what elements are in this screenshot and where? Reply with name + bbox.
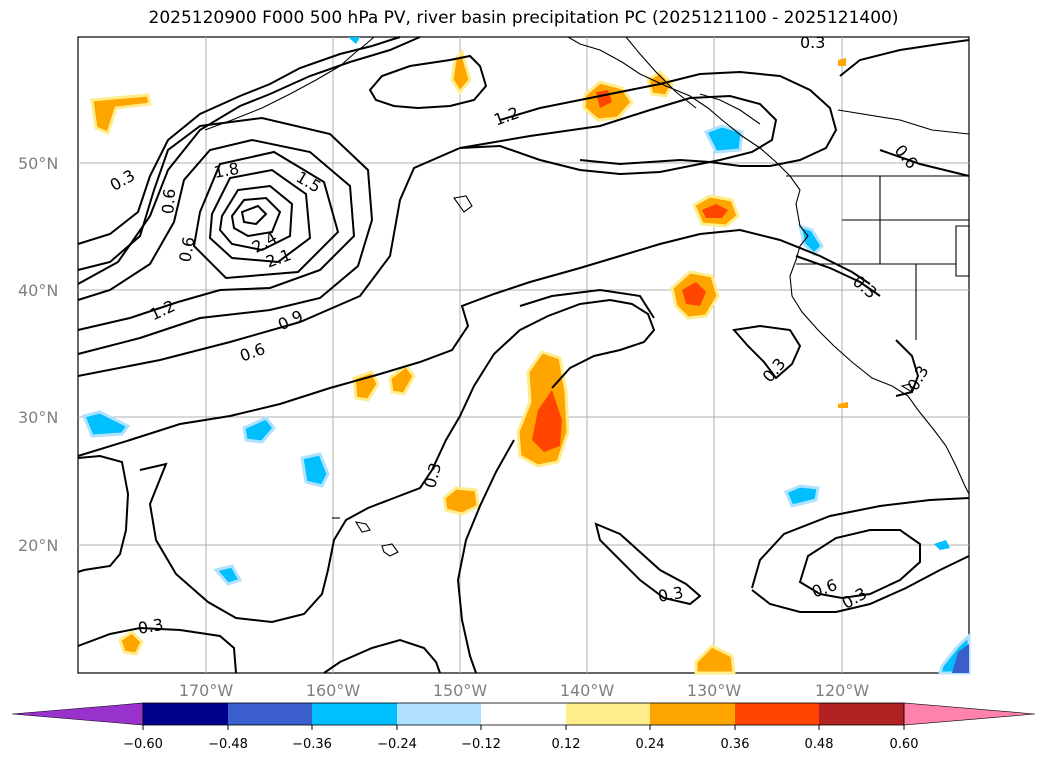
contour-line bbox=[519, 288, 655, 319]
precip-blob bbox=[90, 93, 152, 136]
colorbar-tick-label: 0.36 bbox=[721, 737, 750, 752]
precip-blob bbox=[450, 48, 472, 95]
contour-line bbox=[77, 36, 401, 245]
contour-label-c4: 1.8 bbox=[212, 159, 240, 182]
precip-blob bbox=[532, 390, 562, 452]
lon-label-160w: 160°W bbox=[306, 681, 361, 700]
colorbar-bin bbox=[566, 703, 650, 725]
colorbar-bin bbox=[735, 703, 819, 725]
colorbar-tick-label: 0.24 bbox=[636, 737, 665, 752]
colorbar-tick-label: −0.60 bbox=[123, 737, 163, 752]
colorbar-over-extend bbox=[903, 702, 1036, 726]
contour-line bbox=[751, 497, 970, 589]
contour-line bbox=[77, 626, 237, 674]
colorbar-ticks bbox=[142, 725, 905, 730]
lon-label-130w: 130°W bbox=[687, 681, 742, 700]
contour-line bbox=[798, 529, 921, 600]
precip-blob bbox=[300, 452, 330, 488]
precip-blob bbox=[703, 124, 744, 154]
contour-line bbox=[192, 150, 340, 280]
colorbar-tick-label: −0.48 bbox=[208, 737, 248, 752]
contour-line bbox=[208, 168, 312, 264]
colorbar-bin bbox=[397, 703, 481, 725]
colorbar-bin bbox=[819, 703, 904, 725]
pv-contours bbox=[77, 36, 970, 674]
contour-line bbox=[895, 339, 920, 397]
colorbar-tick-label: −0.24 bbox=[377, 737, 417, 752]
contour-line bbox=[77, 94, 778, 377]
contour-line bbox=[77, 116, 374, 355]
colorbar-frame bbox=[142, 702, 905, 726]
contour-label-c12: 0.3 bbox=[800, 33, 825, 52]
contour-line bbox=[77, 138, 356, 331]
lon-label-120w: 120°W bbox=[815, 681, 870, 700]
contour-line bbox=[139, 298, 656, 624]
contour-line bbox=[839, 39, 970, 77]
map-title: 2025120900 F000 500 hPa PV, river basin … bbox=[148, 8, 899, 28]
contour-line bbox=[594, 522, 702, 606]
contour-line bbox=[77, 228, 871, 457]
contour-line bbox=[499, 70, 838, 167]
lat-label-40n: 40°N bbox=[18, 281, 58, 300]
contour-line bbox=[456, 439, 515, 674]
colorbar-bin bbox=[228, 703, 312, 725]
precip-blob bbox=[682, 282, 706, 306]
lon-label-150w: 150°W bbox=[433, 681, 488, 700]
colorbar-under-extend bbox=[11, 702, 144, 726]
contour-line bbox=[879, 149, 970, 177]
contour-line bbox=[732, 324, 802, 380]
colorbar-tick-label: 0.12 bbox=[552, 737, 581, 752]
precip-blob bbox=[81, 410, 131, 438]
contour-line bbox=[218, 184, 294, 252]
lon-label-170w: 170°W bbox=[179, 681, 234, 700]
colorbar: −0.60 −0.48 −0.36 −0.24 −0.12 0.12 0.24 … bbox=[11, 702, 1036, 752]
colorbar-bin bbox=[650, 703, 735, 725]
contour-line bbox=[77, 454, 130, 573]
lon-label-140w: 140°W bbox=[560, 681, 615, 700]
contour-line bbox=[751, 555, 970, 613]
contour-line bbox=[795, 255, 881, 297]
coastlines bbox=[204, 36, 970, 557]
contour-line bbox=[77, 36, 421, 285]
colorbar-bin bbox=[312, 703, 397, 725]
colorbar-tick-label: 0.60 bbox=[890, 737, 919, 752]
lat-label-20n: 20°N bbox=[18, 536, 58, 555]
lat-label-50n: 50°N bbox=[18, 154, 58, 173]
precip-blob bbox=[694, 644, 736, 675]
lat-label-30n: 30°N bbox=[18, 408, 58, 427]
precip-blob bbox=[242, 416, 276, 444]
contour-line bbox=[323, 638, 441, 674]
precip-blob bbox=[934, 540, 950, 550]
longitude-labels: 170°W 160°W 150°W 140°W 130°W 120°W bbox=[179, 681, 870, 700]
contour-line bbox=[240, 204, 268, 226]
contour-label-c21: 0.3 bbox=[136, 615, 164, 638]
colorbar-bin bbox=[143, 703, 228, 725]
contour-line bbox=[368, 54, 488, 110]
precip-blob bbox=[442, 486, 480, 516]
precip-blob bbox=[784, 484, 820, 508]
precip-blob bbox=[952, 644, 969, 673]
colorbar-tick-label: 0.48 bbox=[805, 737, 834, 752]
latitude-labels: 50°N 40°N 30°N 20°N bbox=[18, 154, 58, 555]
contour-line bbox=[230, 196, 282, 238]
precip-blob bbox=[213, 564, 243, 586]
contour-label-c18: 0.3 bbox=[656, 583, 684, 606]
precip-blob bbox=[838, 402, 848, 408]
contour-label-c2: 0.6 bbox=[158, 188, 179, 215]
precip-shading bbox=[81, 37, 971, 675]
precip-blob bbox=[702, 204, 728, 218]
precip-blob bbox=[348, 37, 360, 44]
precip-blob bbox=[118, 630, 144, 656]
colorbar-tick-label: −0.36 bbox=[292, 737, 332, 752]
contour-label-c3: 0.6 bbox=[175, 235, 198, 263]
precip-blob bbox=[838, 58, 846, 66]
colorbar-bin bbox=[481, 703, 566, 725]
colorbar-tick-label: −0.12 bbox=[461, 737, 501, 752]
